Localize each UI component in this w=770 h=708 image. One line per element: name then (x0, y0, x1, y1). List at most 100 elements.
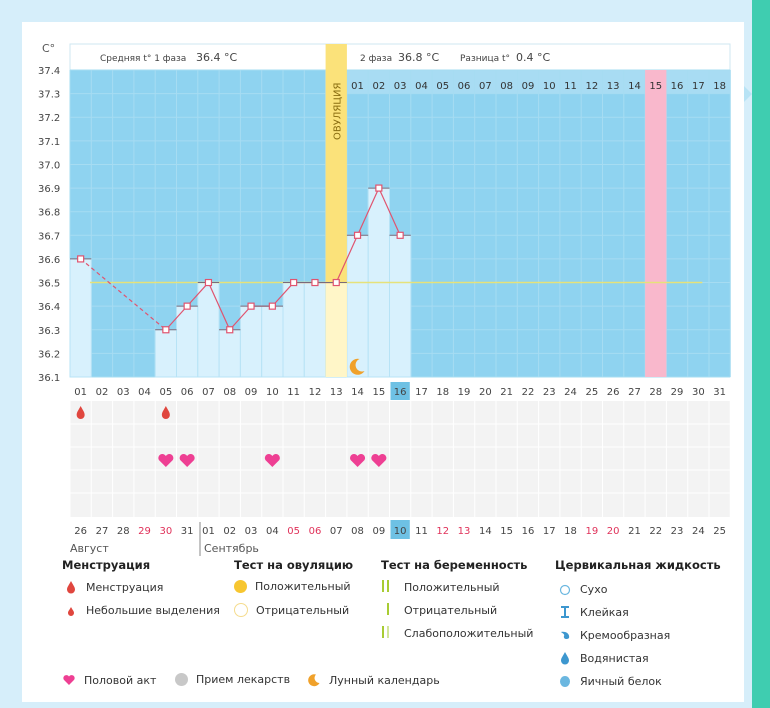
dpo-label: 05 (436, 81, 449, 92)
legend-pregtest-negative[interactable]: Отрицательный (382, 603, 497, 617)
dpo-label: 16 (671, 81, 684, 92)
temp-segment (378, 187, 401, 236)
legend-menstruation[interactable]: Менструация (64, 580, 163, 594)
temp-segment (186, 282, 209, 307)
legend-ovtest-negative[interactable]: Отрицательный (234, 603, 349, 617)
legend-label: Кремообразная (580, 628, 671, 642)
special-columns (325, 44, 667, 377)
legend-medication[interactable]: Прием лекарств (175, 673, 290, 686)
diff-label: Разница t° (460, 54, 510, 64)
events-grid (69, 401, 731, 517)
dpo-label: 11 (564, 81, 577, 92)
creamy-icon (561, 631, 570, 640)
cycle-day-label: 29 (671, 387, 684, 398)
temp-point (332, 278, 340, 287)
phase1-value: 36.4 °C (196, 51, 237, 64)
legend-pregtest-positive[interactable]: Положительный (382, 580, 500, 594)
dpo-label: 01 (351, 81, 364, 92)
calendar-date: 19 (585, 526, 598, 537)
legend-intercourse[interactable]: Половой акт (62, 673, 156, 687)
legend-label: Сухо (580, 582, 608, 596)
right-edge-bar (752, 0, 770, 708)
y-tick-label: 36.6 (38, 255, 60, 266)
legend-label: Отрицательный (404, 603, 498, 617)
y-tick-label: 36.4 (38, 302, 60, 313)
cycle-day-label: 15 (372, 387, 385, 398)
small-drop-red-icon (68, 607, 74, 616)
dpo-label: 03 (394, 81, 407, 92)
calendar-date: 01 (202, 526, 215, 537)
calendar-date: 20 (607, 526, 620, 537)
legend-ovtest-positive[interactable]: Положительный (234, 580, 351, 593)
cycle-day-label: 28 (649, 387, 662, 398)
cycle-day-labels: 01 02 03 04 05 06 07 08 09 10 11 12 13 14 15 16 17 18 19 20… (74, 382, 726, 400)
temp-bar (346, 234, 369, 378)
faint-double-line-icon (382, 626, 396, 640)
dry-drop-icon (559, 584, 571, 596)
calendar-date: 17 (543, 526, 556, 537)
heart-icon (158, 453, 174, 467)
dpo-label: 12 (585, 81, 598, 92)
legend-label: Лунный календарь (329, 673, 440, 687)
menstruation-drop-icon (76, 406, 85, 419)
legend-cerv-creamy[interactable]: Кремообразная (558, 628, 670, 642)
next-arrow-icon[interactable] (744, 86, 752, 102)
heart-icon (264, 453, 280, 467)
calendar-date: 21 (628, 526, 641, 537)
highlight-day-column (645, 70, 667, 377)
legend-spotting[interactable]: Небольшие выделения (64, 603, 220, 617)
legend-ovtest-title: Тест на овуляцию (234, 558, 354, 572)
y-tick-label: 36.1 (38, 373, 60, 384)
heart-icon (63, 675, 75, 685)
y-tick-label: 37.3 (38, 90, 60, 101)
legend-lunar[interactable]: Лунный календарь (307, 673, 440, 687)
dpo-label: 10 (543, 81, 556, 92)
eggwhite-icon (560, 676, 570, 687)
calendar-date: 29 (138, 526, 151, 537)
moon-icon (308, 674, 320, 687)
cycle-day-label: 17 (415, 387, 428, 398)
y-tick-label: 37.2 (38, 113, 60, 124)
dpo-label: 08 (500, 81, 513, 92)
double-line-icon (382, 580, 396, 594)
dpo-label: 14 (628, 81, 641, 92)
cycle-day-label: 07 (202, 387, 215, 398)
calendar-date: 14 (479, 526, 492, 537)
legend-cerv-sticky[interactable]: Клейкая (558, 605, 629, 619)
temp-point (375, 184, 383, 192)
header-strip (69, 43, 731, 71)
calendar-date: 16 (522, 526, 535, 537)
cycle-day-label: 18 (436, 387, 449, 398)
temp-bar (261, 305, 284, 378)
y-tick-label: 37.4 (38, 66, 60, 77)
legend-cerv-title: Цервикальная жидкость (555, 558, 721, 572)
negative-circle-icon (234, 603, 248, 617)
calendar-date: 30 (159, 526, 172, 537)
phase2-label: 2 фаза (360, 54, 392, 64)
legend-label: Половой акт (84, 673, 157, 687)
cycle-day-label: 01 (74, 387, 87, 398)
legend-cerv-eggwhite[interactable]: Яичный белок (558, 674, 662, 688)
temp-point (353, 231, 362, 239)
sticky-icon (561, 606, 569, 618)
temp-point (268, 302, 276, 310)
temp-bar (303, 282, 327, 378)
dpo-label: 06 (458, 81, 471, 92)
legend-cerv-watery[interactable]: Водянистая (558, 651, 649, 665)
cycle-day-label: 06 (181, 387, 194, 398)
calendar-date: 10 (394, 526, 407, 537)
calendar-date: 07 (330, 526, 343, 537)
calendar-date: 31 (181, 526, 194, 537)
legend-cerv-dry[interactable]: Сухо (558, 582, 607, 596)
temp-segment (357, 187, 380, 236)
heart-icon (179, 453, 195, 467)
y-tick-label: 36.9 (38, 184, 60, 195)
y-tick-label: 37.1 (38, 137, 60, 148)
cycle-day-label: 16 (394, 387, 407, 398)
moon-icon (349, 358, 365, 375)
legend-pregtest-weak[interactable]: Слабоположительный (382, 626, 533, 640)
dpo-label: 04 (415, 81, 428, 92)
calendar-date: 18 (564, 526, 577, 537)
temp-segment (80, 258, 167, 331)
moon-icon (349, 358, 365, 375)
